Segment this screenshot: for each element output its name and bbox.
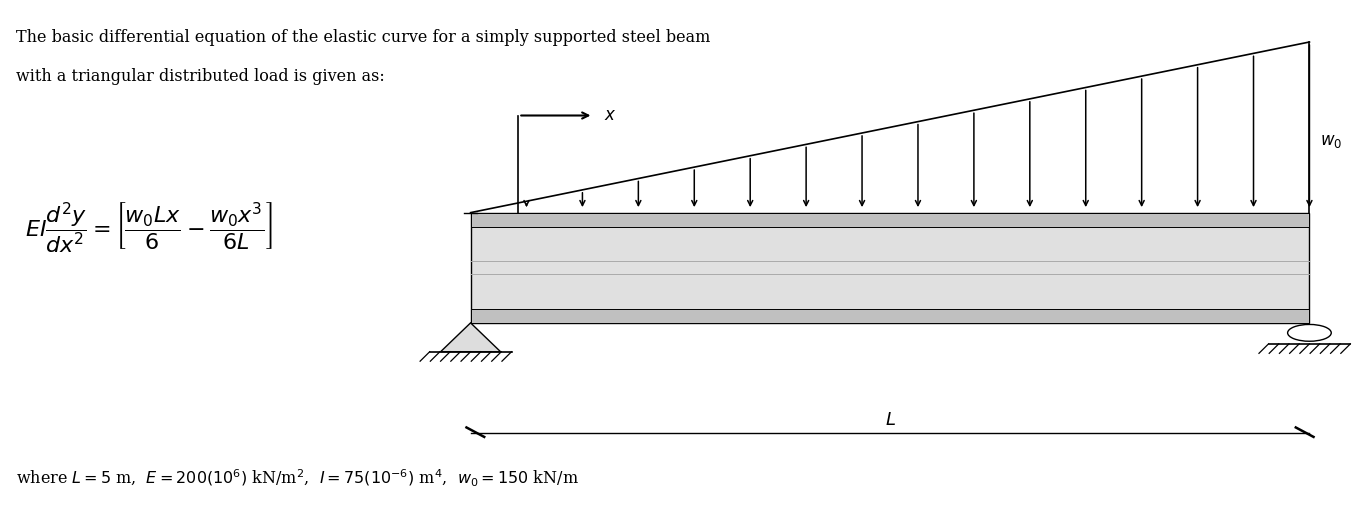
Polygon shape <box>441 323 501 352</box>
Text: $x$: $x$ <box>604 107 617 124</box>
Text: $w_0$: $w_0$ <box>1320 133 1342 150</box>
Text: where $L = 5$ m,  $E = 200(10^6)$ kN/m$^2$,  $I = 75(10^{-6})$ m$^4$,  $w_0 = 15: where $L = 5$ m, $E = 200(10^6)$ kN/m$^2… <box>16 468 580 489</box>
Circle shape <box>1288 324 1331 341</box>
Polygon shape <box>471 309 1309 323</box>
Text: The basic differential equation of the elastic curve for a simply supported stee: The basic differential equation of the e… <box>16 29 711 46</box>
Polygon shape <box>471 213 1309 323</box>
Text: with a triangular distributed load is given as:: with a triangular distributed load is gi… <box>16 68 385 85</box>
Text: $L$: $L$ <box>884 411 896 429</box>
Polygon shape <box>471 213 1309 227</box>
Text: $EI\dfrac{d^2y}{dx^2} = \left[\dfrac{w_0 Lx}{6} - \dfrac{w_0 x^3}{6L}\right]$: $EI\dfrac{d^2y}{dx^2} = \left[\dfrac{w_0… <box>25 201 273 256</box>
